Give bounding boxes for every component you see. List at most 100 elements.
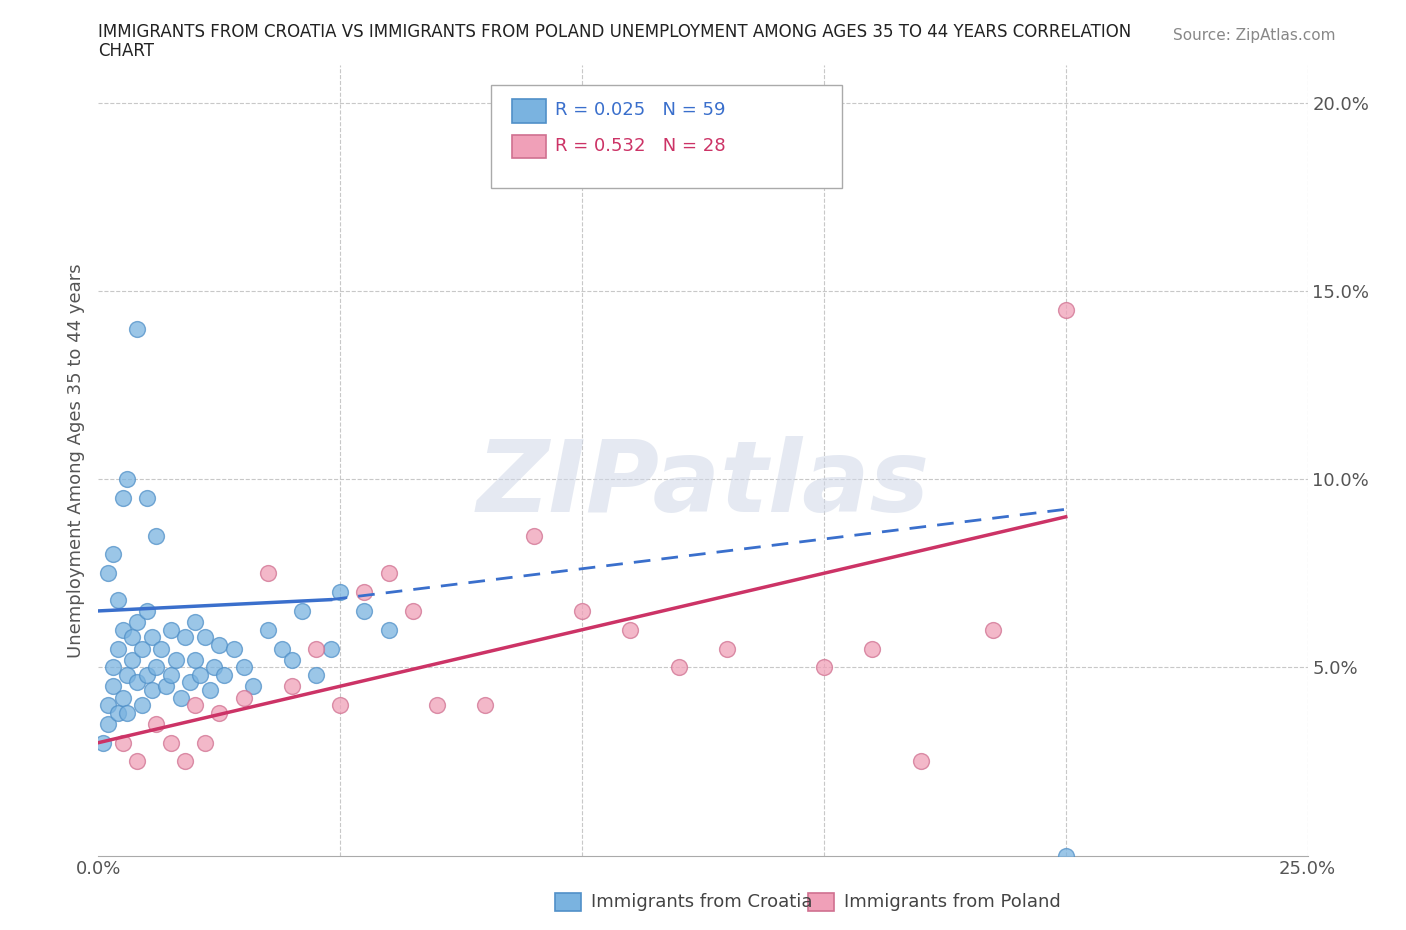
Point <box>155 679 177 694</box>
Point <box>194 736 217 751</box>
Point <box>145 528 167 543</box>
Point <box>668 660 690 675</box>
Point <box>150 641 173 656</box>
Y-axis label: Unemployment Among Ages 35 to 44 years: Unemployment Among Ages 35 to 44 years <box>66 263 84 658</box>
Point <box>101 547 124 562</box>
Text: IMMIGRANTS FROM CROATIA VS IMMIGRANTS FROM POLAND UNEMPLOYMENT AMONG AGES 35 TO : IMMIGRANTS FROM CROATIA VS IMMIGRANTS FR… <box>98 23 1132 41</box>
Point <box>91 736 114 751</box>
Point <box>179 675 201 690</box>
Point <box>184 698 207 712</box>
Point <box>329 698 352 712</box>
Point <box>353 604 375 618</box>
Point <box>426 698 449 712</box>
Point <box>619 622 641 637</box>
Point <box>232 660 254 675</box>
Bar <box>808 893 834 911</box>
Point <box>111 690 134 705</box>
Point <box>165 653 187 668</box>
Point <box>121 630 143 644</box>
Point <box>145 660 167 675</box>
Point <box>305 641 328 656</box>
Text: Source: ZipAtlas.com: Source: ZipAtlas.com <box>1173 28 1336 43</box>
Point <box>169 690 191 705</box>
Point <box>97 716 120 731</box>
Point <box>981 622 1004 637</box>
Point <box>145 716 167 731</box>
Point <box>141 683 163 698</box>
Text: Immigrants from Croatia: Immigrants from Croatia <box>591 893 813 911</box>
Point <box>204 660 226 675</box>
Point <box>232 690 254 705</box>
Text: Immigrants from Poland: Immigrants from Poland <box>844 893 1060 911</box>
Point <box>160 622 183 637</box>
Point <box>198 683 221 698</box>
Point <box>860 641 883 656</box>
Point <box>141 630 163 644</box>
Point <box>212 668 235 683</box>
Text: CHART: CHART <box>98 42 155 60</box>
Point <box>97 698 120 712</box>
Point <box>101 679 124 694</box>
Point <box>523 528 546 543</box>
Point <box>135 604 157 618</box>
Point <box>174 630 197 644</box>
Text: ZIPatlas: ZIPatlas <box>477 435 929 533</box>
Point <box>117 472 139 486</box>
Point <box>101 660 124 675</box>
Point <box>281 679 304 694</box>
Point <box>208 637 231 652</box>
Point <box>571 604 593 618</box>
Bar <box>555 893 581 911</box>
Point <box>256 565 278 580</box>
Point <box>111 490 134 505</box>
Point <box>329 585 352 600</box>
Point <box>353 585 375 600</box>
Point <box>377 622 399 637</box>
Point <box>121 653 143 668</box>
Point <box>194 630 217 644</box>
Point <box>290 604 312 618</box>
Point <box>184 653 207 668</box>
Point <box>160 736 183 751</box>
Point <box>402 604 425 618</box>
Point <box>319 641 342 656</box>
Point <box>174 754 197 769</box>
Point <box>910 754 932 769</box>
Bar <box>512 100 546 123</box>
Point <box>111 622 134 637</box>
Point <box>256 622 278 637</box>
Point <box>281 653 304 668</box>
Point <box>188 668 211 683</box>
Point <box>377 565 399 580</box>
Point <box>222 641 245 656</box>
FancyBboxPatch shape <box>492 85 842 188</box>
Point <box>208 705 231 720</box>
Point <box>117 705 139 720</box>
Point <box>160 668 183 683</box>
Point <box>107 705 129 720</box>
Point <box>127 754 149 769</box>
Point <box>1054 302 1077 317</box>
Point <box>107 592 129 607</box>
Point <box>131 641 153 656</box>
Point <box>305 668 328 683</box>
Point <box>1054 848 1077 863</box>
Point <box>127 321 149 336</box>
Point <box>716 641 738 656</box>
Point <box>135 490 157 505</box>
Point <box>117 668 139 683</box>
Point <box>97 565 120 580</box>
Point <box>127 615 149 630</box>
Point <box>107 641 129 656</box>
Point <box>127 675 149 690</box>
Point <box>474 698 496 712</box>
Point <box>184 615 207 630</box>
Point <box>813 660 835 675</box>
Bar <box>512 135 546 158</box>
Text: R = 0.532   N = 28: R = 0.532 N = 28 <box>555 137 725 154</box>
Point <box>242 679 264 694</box>
Text: R = 0.025   N = 59: R = 0.025 N = 59 <box>555 101 725 119</box>
Point <box>131 698 153 712</box>
Point <box>111 736 134 751</box>
Point <box>135 668 157 683</box>
